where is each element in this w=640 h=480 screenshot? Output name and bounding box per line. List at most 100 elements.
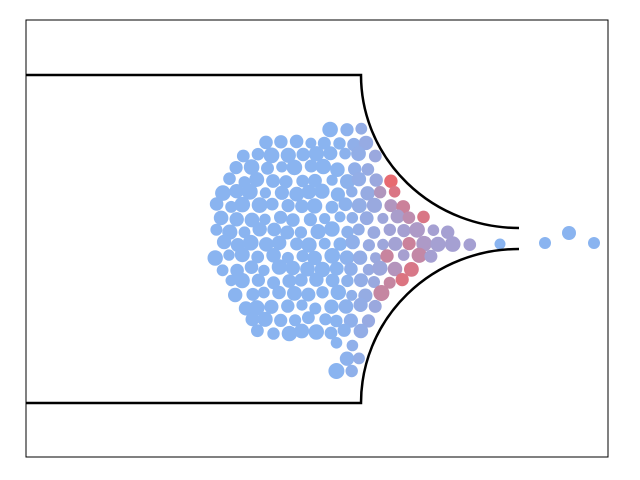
particle — [274, 210, 288, 224]
particle — [248, 300, 265, 316]
particle — [245, 312, 260, 327]
particle — [285, 260, 300, 276]
particle — [309, 302, 322, 315]
particle — [328, 363, 345, 379]
particle — [324, 221, 340, 237]
particle — [346, 186, 358, 198]
particle — [370, 252, 381, 264]
particle — [305, 137, 317, 149]
particle — [340, 174, 355, 190]
particle — [309, 272, 324, 287]
lower-wall — [26, 247, 520, 405]
particle — [318, 237, 331, 250]
particle — [388, 186, 401, 198]
particle — [329, 261, 344, 276]
particle — [339, 147, 351, 160]
particle — [225, 200, 238, 213]
particle — [257, 311, 273, 327]
particle — [402, 211, 416, 224]
particle — [238, 301, 253, 316]
particle — [271, 259, 288, 275]
particle — [251, 273, 265, 287]
particle — [384, 174, 398, 188]
particle — [330, 314, 343, 328]
particle — [353, 323, 369, 339]
particle — [319, 313, 332, 326]
particle — [322, 121, 338, 138]
particle — [494, 238, 506, 250]
particle — [372, 260, 388, 276]
particle — [281, 199, 295, 213]
particle — [244, 260, 259, 275]
particles — [207, 121, 600, 379]
particle — [444, 236, 461, 252]
particle — [249, 172, 265, 187]
particle — [265, 197, 279, 211]
particle — [404, 262, 419, 277]
particle — [289, 186, 305, 202]
particle — [377, 212, 389, 224]
particle — [271, 235, 287, 251]
particle — [314, 183, 330, 199]
particle — [274, 185, 289, 200]
particle — [281, 251, 294, 264]
particle — [286, 159, 303, 176]
particle — [324, 248, 341, 264]
particle — [390, 209, 405, 224]
particle — [229, 161, 243, 175]
particle — [210, 223, 223, 236]
particle — [384, 199, 398, 213]
particle — [242, 234, 259, 251]
particle — [315, 158, 331, 175]
particle — [296, 299, 308, 311]
particle — [343, 313, 358, 328]
particle — [338, 299, 354, 314]
particle — [294, 226, 308, 239]
particle — [341, 274, 354, 288]
particle — [383, 223, 396, 236]
particle — [209, 197, 224, 211]
particle — [310, 224, 326, 240]
particle — [352, 250, 368, 265]
particle — [352, 223, 365, 236]
particle — [368, 299, 382, 313]
particle — [330, 337, 343, 349]
particle — [539, 237, 551, 249]
upper-wall — [26, 73, 520, 230]
particle — [353, 352, 365, 365]
particle — [369, 173, 383, 187]
particle — [416, 235, 432, 252]
particle — [380, 249, 394, 263]
particle — [289, 314, 302, 327]
particle — [296, 174, 309, 188]
particle — [346, 212, 359, 224]
particle — [324, 326, 338, 340]
particle — [326, 174, 338, 186]
particle — [236, 149, 250, 163]
particle — [286, 213, 300, 227]
particle — [316, 286, 329, 299]
particle — [333, 137, 346, 150]
particle — [274, 135, 288, 149]
particle — [259, 213, 271, 225]
particle — [241, 183, 258, 200]
particle — [290, 237, 304, 251]
particle — [238, 226, 251, 239]
particle — [562, 226, 576, 240]
particle — [411, 247, 427, 263]
particle — [337, 323, 351, 337]
particle — [223, 249, 235, 261]
particle — [383, 276, 396, 289]
particle — [304, 159, 318, 173]
particle — [351, 146, 366, 162]
particle — [360, 186, 375, 201]
particle — [345, 364, 358, 378]
particle — [317, 136, 331, 150]
particle — [282, 274, 297, 288]
particle — [266, 174, 280, 188]
particle — [366, 197, 382, 213]
particle — [301, 237, 317, 253]
particle — [264, 299, 279, 314]
particle — [330, 162, 345, 177]
